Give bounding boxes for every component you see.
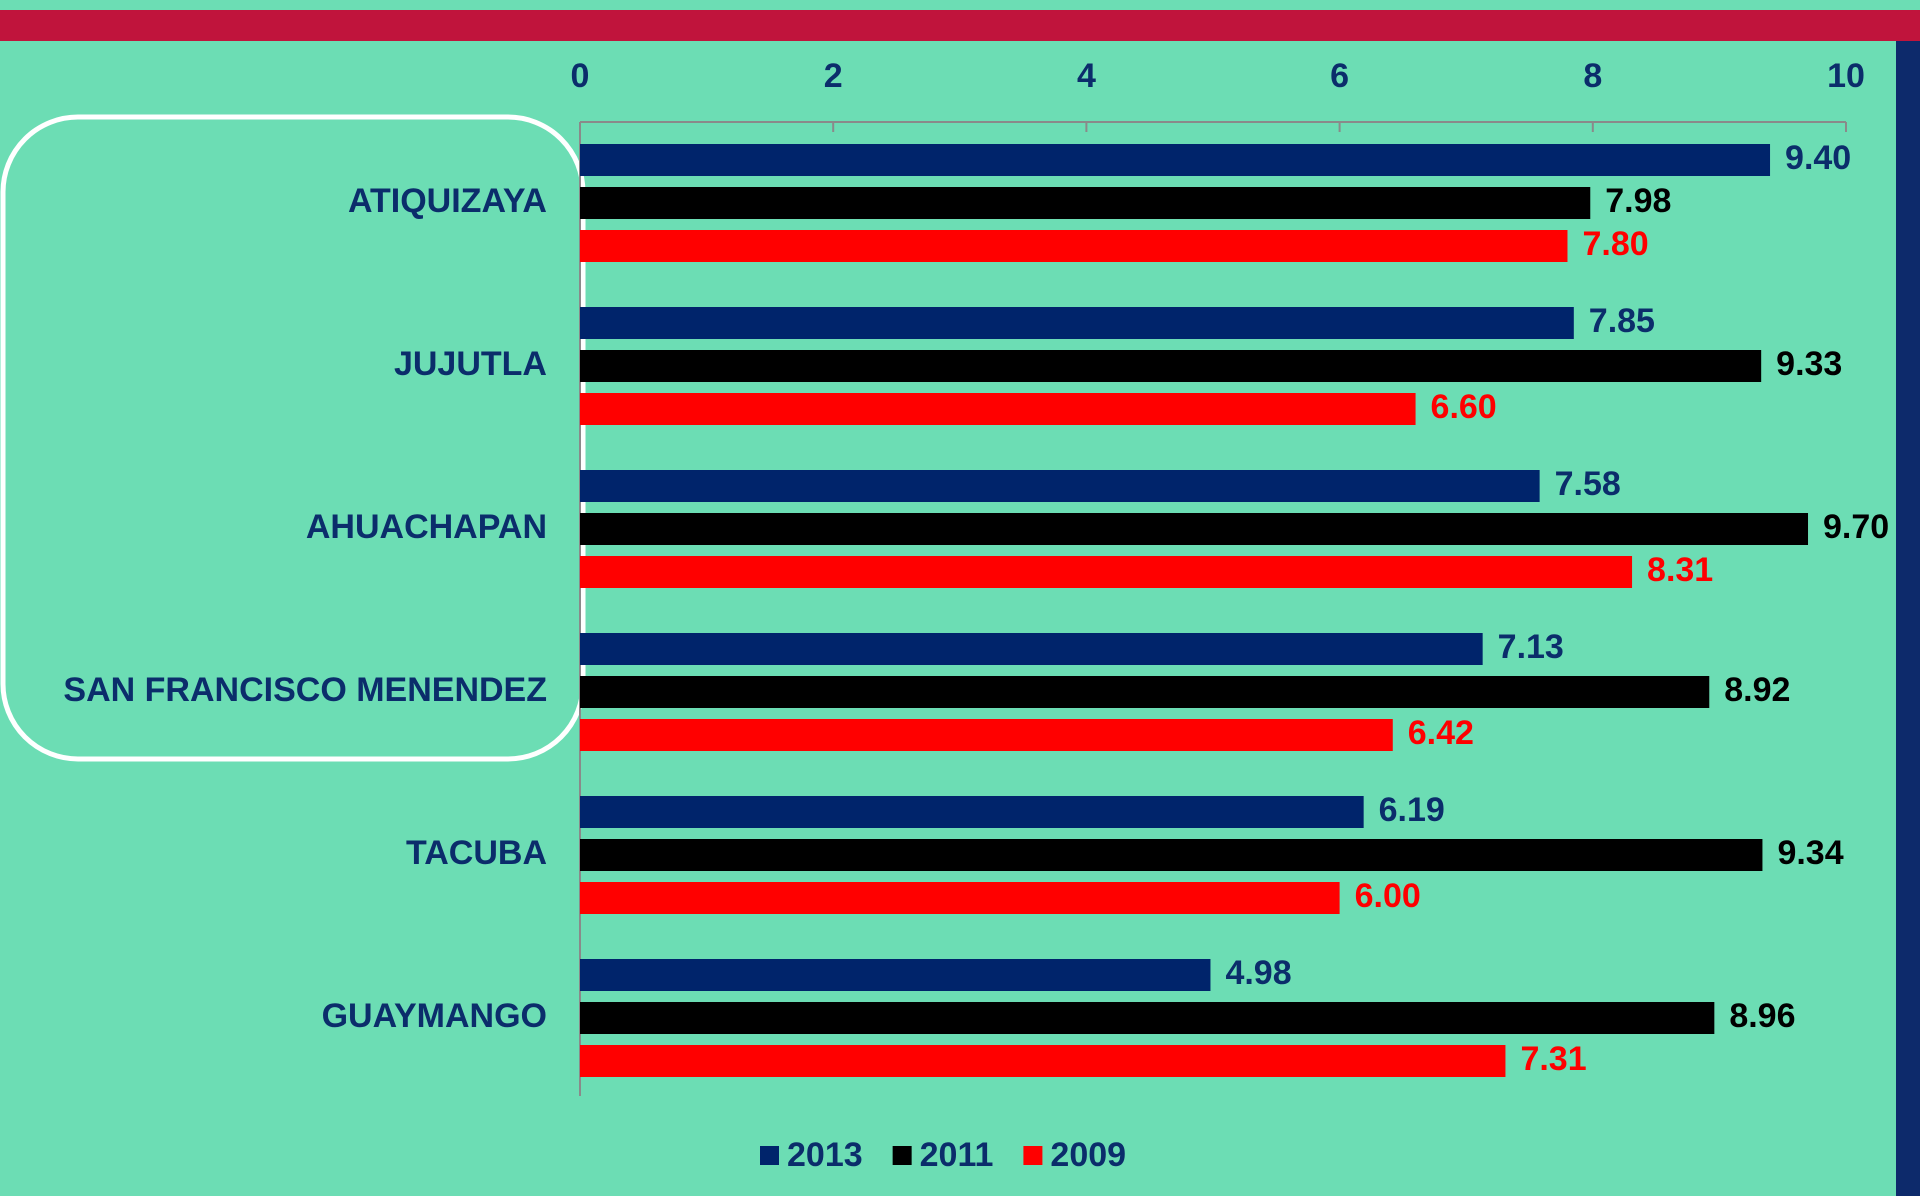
- highlight-box: [0, 114, 586, 762]
- data-label: 7.31: [1520, 1040, 1586, 1078]
- data-label: 8.31: [1647, 551, 1713, 589]
- data-label: 7.80: [1582, 225, 1648, 263]
- legend-label: 2011: [920, 1136, 994, 1174]
- x-tick-label: 4: [1077, 57, 1096, 95]
- category-label: AHUACHAPAN: [306, 508, 547, 546]
- data-label: 9.33: [1776, 345, 1842, 383]
- data-label: 8.92: [1724, 671, 1790, 709]
- data-label: 9.34: [1777, 834, 1843, 872]
- bar: [580, 719, 1393, 751]
- data-label: 6.19: [1379, 791, 1445, 829]
- bar: [580, 470, 1540, 502]
- legend-swatch: [760, 1146, 779, 1165]
- x-tick-label: 10: [1827, 57, 1865, 95]
- data-label: 4.98: [1225, 954, 1291, 992]
- bar: [580, 959, 1211, 991]
- data-label: 7.98: [1605, 182, 1671, 220]
- bar: [580, 1002, 1715, 1034]
- legend-swatch: [1023, 1146, 1043, 1165]
- bar: [580, 513, 1809, 545]
- category-label: SAN FRANCISCO MENENDEZ: [63, 671, 547, 709]
- bar: [580, 676, 1710, 708]
- x-tick-label: 8: [1583, 57, 1602, 95]
- category-label: JUJUTLA: [394, 345, 547, 383]
- legend-label: 2013: [787, 1136, 863, 1174]
- bar: [580, 350, 1762, 382]
- data-label: 7.13: [1498, 628, 1564, 666]
- data-label: 7.85: [1589, 302, 1655, 340]
- category-label: ATIQUIZAYA: [348, 182, 547, 220]
- data-label: 6.60: [1431, 388, 1497, 426]
- bar: [580, 393, 1416, 425]
- data-label: 6.00: [1355, 877, 1421, 915]
- x-tick-label: 0: [571, 57, 590, 95]
- data-label: 8.96: [1729, 997, 1795, 1035]
- data-label: 7.58: [1555, 465, 1621, 503]
- bar: [580, 1045, 1506, 1077]
- bar: [580, 633, 1483, 665]
- top-band: [0, 10, 1920, 41]
- bar: [580, 839, 1763, 871]
- data-label: 9.70: [1823, 508, 1889, 546]
- x-tick-label: 6: [1330, 57, 1349, 95]
- bar: [580, 187, 1591, 219]
- bar: [580, 882, 1340, 914]
- data-label: 9.40: [1785, 139, 1851, 177]
- bar: [580, 796, 1364, 828]
- legend-label: 2009: [1050, 1136, 1126, 1174]
- x-tick-label: 2: [824, 57, 843, 95]
- category-label: TACUBA: [406, 834, 547, 872]
- bar: [580, 307, 1574, 339]
- data-label: 6.42: [1408, 714, 1474, 752]
- bar: [580, 556, 1633, 588]
- side-band: [1896, 41, 1920, 1196]
- legend-swatch: [892, 1146, 912, 1165]
- bar: [580, 144, 1771, 176]
- category-label: GUAYMANGO: [322, 997, 547, 1035]
- bar: [580, 230, 1568, 262]
